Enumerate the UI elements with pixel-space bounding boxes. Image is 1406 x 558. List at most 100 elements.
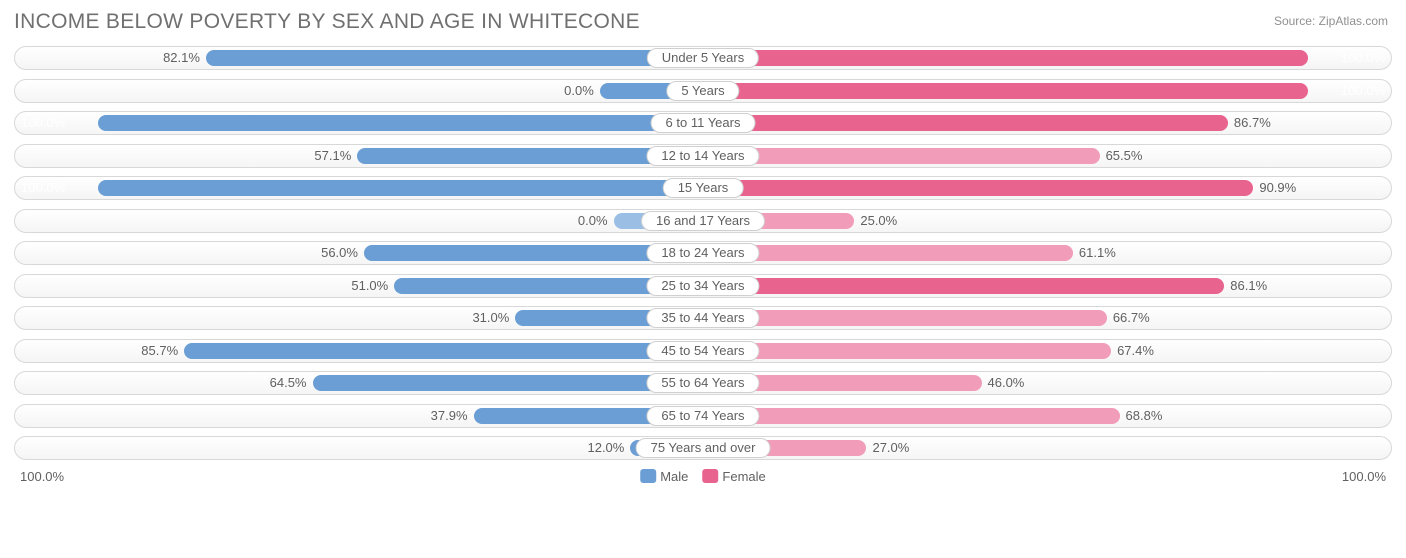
male-half: 51.0% bbox=[15, 275, 703, 297]
male-bar bbox=[206, 50, 703, 66]
male-half: 31.0% bbox=[15, 307, 703, 329]
female-half: 66.7% bbox=[703, 307, 1391, 329]
male-half: 0.0% bbox=[15, 80, 703, 102]
female-bar bbox=[703, 83, 1308, 99]
chart-row: 57.1% 65.5% 12 to 14 Years bbox=[14, 144, 1392, 168]
chart-row: 56.0% 61.1% 18 to 24 Years bbox=[14, 241, 1392, 265]
male-value-label: 0.0% bbox=[564, 80, 594, 102]
chart-row: 100.0% 86.7%6 to 11 Years bbox=[14, 111, 1392, 135]
male-half: 100.0% bbox=[15, 177, 703, 199]
category-label: 12 to 14 Years bbox=[646, 146, 759, 166]
female-value-label: 66.7% bbox=[1113, 307, 1150, 329]
female-half: 100.0% bbox=[703, 47, 1391, 69]
category-label: 18 to 24 Years bbox=[646, 243, 759, 263]
female-half: 86.7% bbox=[703, 112, 1391, 134]
male-value-label: 82.1% bbox=[163, 47, 200, 69]
legend-male: Male bbox=[640, 469, 688, 484]
legend: Male Female bbox=[640, 469, 766, 484]
male-value-label: 57.1% bbox=[314, 145, 351, 167]
chart-row: 64.5% 46.0% 55 to 64 Years bbox=[14, 371, 1392, 395]
female-half: 27.0% bbox=[703, 437, 1391, 459]
male-value-label: 37.9% bbox=[431, 405, 468, 427]
category-label: 35 to 44 Years bbox=[646, 308, 759, 328]
legend-female: Female bbox=[702, 469, 765, 484]
female-swatch bbox=[702, 469, 718, 483]
female-half: 67.4% bbox=[703, 340, 1391, 362]
female-half: 86.1% bbox=[703, 275, 1391, 297]
female-bar bbox=[703, 408, 1120, 424]
legend-female-label: Female bbox=[722, 469, 765, 484]
category-label: 15 Years bbox=[663, 178, 744, 198]
chart-row: 85.7% 67.4% 45 to 54 Years bbox=[14, 339, 1392, 363]
axis-right-max: 100.0% bbox=[1342, 469, 1386, 484]
chart-row: 100.0% 90.9% 15 Years bbox=[14, 176, 1392, 200]
male-bar bbox=[313, 375, 704, 391]
category-label: Under 5 Years bbox=[647, 48, 759, 68]
category-label: 75 Years and over bbox=[636, 438, 771, 458]
male-value-label: 100.0% bbox=[21, 112, 65, 134]
axis-row: 100.0% Male Female 100.0% bbox=[14, 469, 1392, 491]
female-value-label: 68.8% bbox=[1126, 405, 1163, 427]
female-value-label: 100.0% bbox=[1341, 47, 1385, 69]
female-bar bbox=[703, 343, 1111, 359]
category-label: 6 to 11 Years bbox=[651, 113, 756, 133]
female-bar bbox=[703, 310, 1107, 326]
male-value-label: 51.0% bbox=[351, 275, 388, 297]
female-value-label: 65.5% bbox=[1106, 145, 1143, 167]
female-bar bbox=[703, 148, 1100, 164]
male-half: 37.9% bbox=[15, 405, 703, 427]
male-half: 12.0% bbox=[15, 437, 703, 459]
female-bar bbox=[703, 50, 1308, 66]
female-bar bbox=[703, 180, 1253, 196]
chart-row: 82.1% 100.0% Under 5 Years bbox=[14, 46, 1392, 70]
male-bar bbox=[184, 343, 703, 359]
female-half: 25.0% bbox=[703, 210, 1391, 232]
chart-row: 51.0% 86.1% 25 to 34 Years bbox=[14, 274, 1392, 298]
axis-left-max: 100.0% bbox=[20, 469, 64, 484]
male-value-label: 31.0% bbox=[472, 307, 509, 329]
female-half: 90.9% bbox=[703, 177, 1391, 199]
chart-row: 0.0% 100.0% 5 Years bbox=[14, 79, 1392, 103]
female-value-label: 67.4% bbox=[1117, 340, 1154, 362]
male-swatch bbox=[640, 469, 656, 483]
male-half: 0.0% bbox=[15, 210, 703, 232]
chart-title: INCOME BELOW POVERTY BY SEX AND AGE IN W… bbox=[14, 10, 1392, 34]
female-half: 68.8% bbox=[703, 405, 1391, 427]
male-half: 64.5% bbox=[15, 372, 703, 394]
female-value-label: 27.0% bbox=[872, 437, 909, 459]
female-bar bbox=[703, 278, 1224, 294]
female-value-label: 25.0% bbox=[860, 210, 897, 232]
male-half: 56.0% bbox=[15, 242, 703, 264]
male-half: 57.1% bbox=[15, 145, 703, 167]
male-bar bbox=[98, 115, 703, 131]
chart-row: 31.0% 66.7% 35 to 44 Years bbox=[14, 306, 1392, 330]
male-half: 85.7% bbox=[15, 340, 703, 362]
chart-row: 12.0% 27.0% 75 Years and over bbox=[14, 436, 1392, 460]
male-value-label: 85.7% bbox=[141, 340, 178, 362]
male-value-label: 56.0% bbox=[321, 242, 358, 264]
category-label: 5 Years bbox=[666, 81, 739, 101]
category-label: 65 to 74 Years bbox=[646, 406, 759, 426]
female-value-label: 86.1% bbox=[1230, 275, 1267, 297]
category-label: 25 to 34 Years bbox=[646, 276, 759, 296]
female-half: 46.0% bbox=[703, 372, 1391, 394]
category-label: 45 to 54 Years bbox=[646, 341, 759, 361]
chart-row: 0.0%25.0%16 and 17 Years bbox=[14, 209, 1392, 233]
female-value-label: 61.1% bbox=[1079, 242, 1116, 264]
diverging-bar-chart: 82.1% 100.0% Under 5 Years 0.0% 100.0% 5 Year… bbox=[14, 46, 1392, 460]
female-bar bbox=[703, 115, 1228, 131]
female-value-label: 90.9% bbox=[1259, 177, 1296, 199]
female-value-label: 46.0% bbox=[988, 372, 1025, 394]
male-value-label: 100.0% bbox=[21, 177, 65, 199]
male-value-label: 64.5% bbox=[270, 372, 307, 394]
female-half: 61.1% bbox=[703, 242, 1391, 264]
chart-row: 37.9% 68.8% 65 to 74 Years bbox=[14, 404, 1392, 428]
male-half: 100.0% bbox=[15, 112, 703, 134]
female-half: 65.5% bbox=[703, 145, 1391, 167]
legend-male-label: Male bbox=[660, 469, 688, 484]
female-value-label: 100.0% bbox=[1341, 80, 1385, 102]
male-value-label: 0.0% bbox=[578, 210, 608, 232]
source-attribution: Source: ZipAtlas.com bbox=[1274, 14, 1388, 28]
category-label: 55 to 64 Years bbox=[646, 373, 759, 393]
male-value-label: 12.0% bbox=[587, 437, 624, 459]
